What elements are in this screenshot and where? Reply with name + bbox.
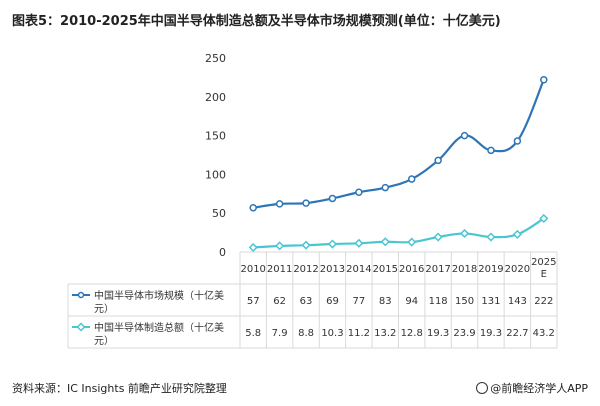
series-name: 中国半导体市场规模（十亿美元） — [94, 289, 224, 315]
table-value: 150 — [455, 296, 474, 307]
y-tick-label: 250 — [205, 52, 226, 65]
table-value: 11.2 — [348, 328, 370, 339]
data-point — [459, 228, 470, 239]
table-value: 63 — [300, 296, 313, 307]
x-tick-label: 2016 — [399, 264, 424, 275]
data-point — [248, 242, 258, 253]
x-tick-label: 2010 — [240, 264, 265, 275]
data-point — [487, 146, 495, 155]
x-tick-label: 2018 — [452, 264, 477, 275]
data-point — [407, 175, 416, 183]
data-point — [275, 200, 284, 208]
y-tick-label: 100 — [205, 168, 226, 181]
chart-title: 图表5：2010-2025年中国半导体制造总额及半导体市场规模预测(单位：十亿美… — [12, 14, 501, 29]
data-point — [460, 131, 469, 140]
table-value: 222 — [534, 296, 553, 307]
credit-text: @前瞻经济学人APP — [490, 382, 588, 395]
data-point — [355, 188, 363, 196]
data-point — [512, 229, 522, 239]
data-point — [433, 232, 443, 242]
x-tick-label: 2020 — [505, 264, 530, 275]
x-tick-label: 2019 — [478, 264, 503, 275]
table-value: 23.9 — [453, 328, 475, 339]
data-point — [327, 239, 338, 249]
table-value: 22.7 — [506, 328, 528, 339]
table-value: 57 — [247, 296, 260, 307]
data-point — [381, 183, 390, 192]
y-tick-label: 200 — [205, 91, 226, 104]
data-point — [539, 213, 549, 224]
x-tick-label: 2017 — [425, 264, 450, 275]
data-point — [275, 241, 285, 251]
y-tick-label: 0 — [219, 246, 226, 259]
x-tick-label: 2015 — [373, 264, 398, 275]
table-value: 77 — [353, 296, 366, 307]
table-value: 8.8 — [298, 328, 314, 339]
y-tick-label: 50 — [212, 207, 226, 220]
credit: @前瞻经济学人APP — [476, 380, 588, 396]
legend-marker — [77, 291, 85, 299]
table-value: 12.8 — [401, 328, 423, 339]
data-point — [540, 75, 548, 84]
qianzhan-logo-icon — [476, 382, 489, 394]
x-tick-label: 2014 — [346, 264, 371, 275]
x-tick-label: 2011 — [267, 264, 292, 275]
table-value: 5.8 — [245, 328, 261, 339]
table-value: 143 — [508, 296, 527, 307]
data-point — [328, 194, 337, 203]
table-value: 13.2 — [374, 328, 396, 339]
data-point — [434, 156, 442, 165]
data-point — [301, 240, 311, 250]
table-value: 43.2 — [533, 328, 555, 339]
legend-marker — [76, 322, 86, 332]
table-value: 83 — [379, 296, 392, 307]
data-point — [354, 238, 364, 248]
x-tick-label: 2012 — [293, 264, 318, 275]
data-point — [407, 237, 417, 247]
table-value: 131 — [481, 296, 500, 307]
source-note: 资料来源：IC Insights 前瞻产业研究院整理 — [12, 382, 227, 395]
x-tick-label: 2013 — [320, 264, 345, 275]
table-value: 19.3 — [480, 328, 502, 339]
series-line-manufacturing — [253, 217, 545, 249]
series-line-market — [253, 79, 545, 209]
y-tick-label: 150 — [205, 130, 226, 143]
x-tick-label: 2025 E — [531, 257, 556, 280]
table-value: 19.3 — [427, 328, 449, 339]
data-point — [513, 137, 522, 145]
table-value: 69 — [326, 296, 339, 307]
data-point — [380, 237, 390, 247]
data-point — [302, 199, 310, 207]
table-value: 94 — [405, 296, 418, 307]
table-value: 118 — [429, 296, 448, 307]
data-point — [486, 232, 496, 242]
table-value: 10.3 — [321, 328, 343, 339]
data-point — [249, 204, 257, 212]
table-value: 62 — [273, 296, 286, 307]
table-value: 7.9 — [272, 328, 288, 339]
series-name: 中国半导体制造总额（十亿美元） — [94, 321, 224, 347]
